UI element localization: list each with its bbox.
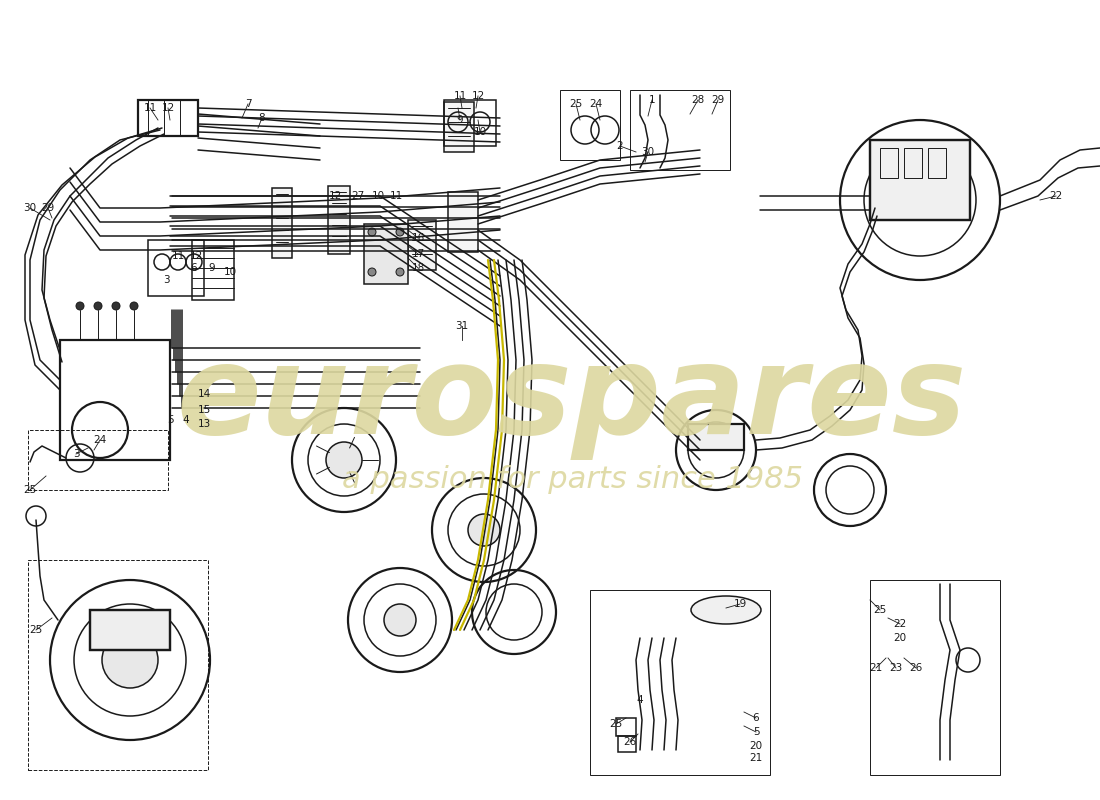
Text: 15: 15 [197, 405, 210, 415]
Bar [928, 148, 946, 178]
Text: 25: 25 [873, 605, 887, 615]
Text: 23: 23 [890, 663, 903, 673]
Bar [138, 100, 198, 136]
Text: 26: 26 [624, 737, 637, 747]
Bar [408, 220, 436, 270]
Text: 20: 20 [749, 741, 762, 751]
Bar [444, 100, 496, 146]
Bar [60, 340, 170, 460]
Text: 30: 30 [23, 203, 36, 213]
Text: a passion for parts since 1985: a passion for parts since 1985 [341, 466, 803, 494]
Circle shape [76, 302, 84, 310]
Text: 25: 25 [609, 719, 623, 729]
Text: 3: 3 [163, 275, 169, 285]
Bar [148, 240, 204, 296]
Text: 5: 5 [752, 727, 759, 737]
Text: 22: 22 [1049, 191, 1063, 201]
Circle shape [94, 302, 102, 310]
Text: 25: 25 [570, 99, 583, 109]
Text: 26: 26 [910, 663, 923, 673]
Bar [90, 610, 170, 650]
Circle shape [384, 604, 416, 636]
Text: 18: 18 [411, 263, 425, 273]
Text: 25: 25 [30, 625, 43, 635]
Text: 21: 21 [749, 753, 762, 763]
Circle shape [326, 442, 362, 478]
Bar [560, 90, 620, 160]
Text: 30: 30 [641, 147, 654, 157]
Bar [618, 736, 636, 752]
Text: 27: 27 [351, 191, 364, 201]
Bar [688, 424, 744, 450]
Text: 1: 1 [649, 95, 656, 105]
Bar [90, 610, 170, 650]
Text: 31: 31 [455, 321, 469, 331]
Text: 29: 29 [712, 95, 725, 105]
Text: 21: 21 [869, 663, 882, 673]
Text: 3: 3 [73, 449, 79, 459]
Bar [590, 590, 770, 775]
Text: 2: 2 [617, 141, 624, 151]
Text: 12: 12 [162, 103, 175, 113]
Circle shape [368, 228, 376, 236]
Bar [870, 580, 1000, 775]
Text: 16: 16 [411, 233, 425, 243]
Text: 28: 28 [692, 95, 705, 105]
Bar [880, 148, 898, 178]
Text: 5: 5 [167, 415, 174, 425]
Circle shape [396, 228, 404, 236]
Circle shape [368, 268, 376, 276]
Text: 10: 10 [223, 267, 236, 277]
Text: 24: 24 [590, 99, 603, 109]
Text: 4: 4 [183, 415, 189, 425]
Text: eurospares: eurospares [177, 339, 967, 461]
Text: 12: 12 [329, 191, 342, 201]
Text: 17: 17 [411, 249, 425, 259]
Text: 10: 10 [372, 191, 385, 201]
Bar [444, 102, 474, 152]
Text: 19: 19 [734, 599, 747, 609]
Circle shape [102, 632, 158, 688]
Circle shape [130, 302, 138, 310]
Bar [328, 186, 350, 254]
Text: 14: 14 [197, 389, 210, 399]
Text: 11: 11 [389, 191, 403, 201]
Bar [28, 560, 208, 770]
Text: 20: 20 [893, 633, 906, 643]
Bar [630, 90, 730, 170]
Text: 4: 4 [637, 695, 644, 705]
Circle shape [468, 514, 500, 546]
Bar [870, 140, 970, 220]
Text: 22: 22 [893, 619, 906, 629]
Text: 24: 24 [94, 435, 107, 445]
Text: 8: 8 [258, 113, 265, 123]
Text: 29: 29 [42, 203, 55, 213]
Circle shape [396, 268, 404, 276]
Text: 12: 12 [189, 251, 202, 261]
Bar [448, 192, 478, 252]
Text: 10: 10 [473, 127, 486, 137]
Text: 11: 11 [143, 103, 156, 113]
Text: 6: 6 [752, 713, 759, 723]
Text: 7: 7 [244, 99, 251, 109]
Text: 25: 25 [23, 485, 36, 495]
Bar [192, 240, 234, 300]
Bar [364, 224, 408, 284]
Text: 11: 11 [172, 251, 185, 261]
Bar [904, 148, 922, 178]
Circle shape [112, 302, 120, 310]
Text: 12: 12 [472, 91, 485, 101]
Text: 6: 6 [190, 263, 197, 273]
Text: 9: 9 [209, 263, 216, 273]
Text: 13: 13 [197, 419, 210, 429]
Ellipse shape [691, 596, 761, 624]
Bar [272, 188, 292, 258]
Text: 9: 9 [456, 115, 463, 125]
Text: 11: 11 [453, 91, 466, 101]
Bar [28, 430, 168, 490]
Bar [616, 718, 636, 736]
Bar [870, 140, 970, 220]
